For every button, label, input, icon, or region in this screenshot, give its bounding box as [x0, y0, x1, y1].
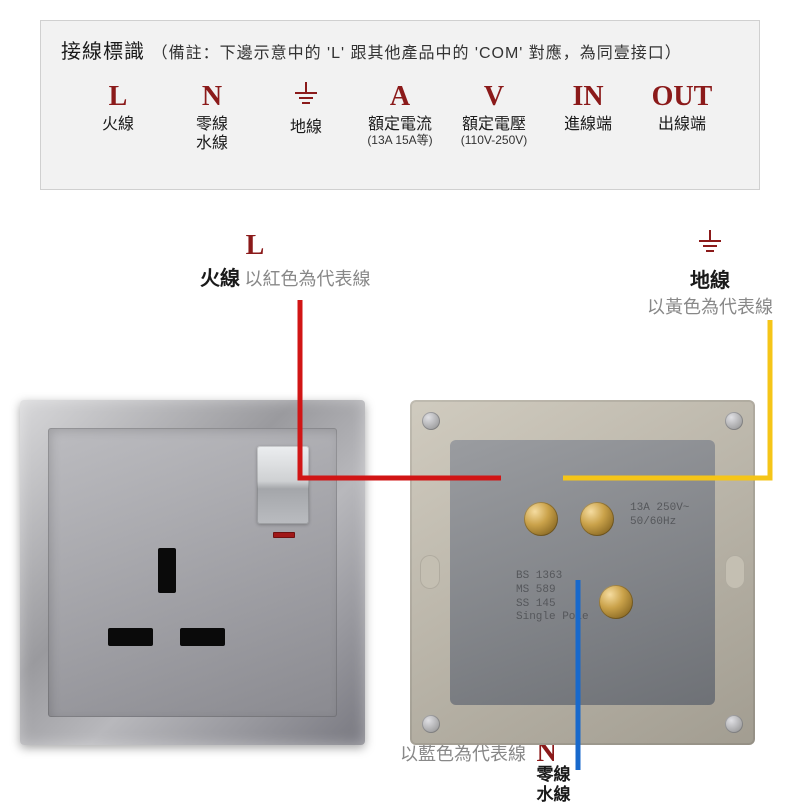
standards-text: BS 1363 MS 589 SS 145 Single Pole [516, 570, 589, 625]
legend-item-earth: 地線 [259, 82, 353, 153]
live-slot [108, 628, 153, 646]
legend-label: 額定電壓 [447, 115, 541, 134]
mount-hole [420, 555, 440, 589]
legend-item-v: V 額定電壓 (110V-250V) [447, 82, 541, 153]
legend-symbol: L [71, 82, 165, 113]
legend-label: 出線端 [635, 115, 729, 134]
neutral-name: 零線 水線 [536, 765, 570, 804]
rating-text: 13A 250V~ 50/60Hz [630, 502, 689, 530]
neutral-wire-label: 以藍色為代表線 N 零線 水線 [400, 740, 660, 804]
rocker-switch [257, 446, 309, 524]
indicator-led [273, 532, 295, 538]
terminal-earth [580, 502, 614, 536]
legend-label: 零線 水線 [165, 115, 259, 153]
corner-screw [422, 412, 440, 430]
legend-item-l: L 火線 [71, 82, 165, 153]
live-name: 火線 [200, 268, 240, 290]
neutral-slot [180, 628, 225, 646]
corner-screw [422, 715, 440, 733]
legend-symbol: V [447, 82, 541, 113]
earth-slot [158, 548, 176, 593]
legend-sublabel: (110V-250V) [447, 134, 541, 147]
mount-hole [725, 555, 745, 589]
legend-label: 地線 [259, 118, 353, 137]
socket-front-plate [48, 428, 337, 717]
socket-back-view: 13A 250V~ 50/60Hz BS 1363 MS 589 SS 145 … [410, 400, 755, 745]
legend-item-n: N 零線 水線 [165, 82, 259, 153]
legend-row: L 火線 N 零線 水線 地線 A 額定電流 (13A 15A等) V 額定電壓… [61, 82, 739, 153]
live-desc: 以紅色為代表線 [244, 269, 370, 289]
live-symbol: L [246, 230, 265, 261]
back-inner-plate: 13A 250V~ 50/60Hz BS 1363 MS 589 SS 145 … [450, 440, 715, 705]
legend-symbol: OUT [635, 82, 729, 113]
legend-label: 進線端 [541, 115, 635, 134]
legend-title-text: 接線標識 [61, 41, 145, 63]
legend-item-in: IN 進線端 [541, 82, 635, 153]
legend-symbol: N [165, 82, 259, 113]
earth-wire-label: 地線 以黃色為代表線 [620, 230, 800, 319]
legend-sublabel: (13A 15A等) [353, 134, 447, 147]
terminal-live [524, 502, 558, 536]
legend-title: 接線標識 （備註：下邊示意中的 'L' 跟其他產品中的 'COM' 對應，為同壹… [61, 35, 739, 64]
legend-label: 額定電流 [353, 115, 447, 134]
earth-icon [699, 232, 721, 263]
legend-item-out: OUT 出線端 [635, 82, 729, 153]
corner-screw [725, 715, 743, 733]
earth-icon [259, 82, 353, 116]
terminal-neutral [599, 585, 633, 619]
socket-front-view [20, 400, 365, 745]
earth-desc: 以黃色為代表線 [620, 293, 800, 319]
legend-panel: 接線標識 （備註：下邊示意中的 'L' 跟其他產品中的 'COM' 對應，為同壹… [40, 20, 760, 190]
live-wire-label: L 火線 以紅色為代表線 [200, 230, 460, 291]
legend-note: （備註：下邊示意中的 'L' 跟其他產品中的 'COM' 對應，為同壹接口） [152, 45, 682, 62]
neutral-desc: 以藍色為代表線 [400, 744, 526, 764]
legend-symbol: A [353, 82, 447, 113]
legend-label: 火線 [71, 115, 165, 134]
legend-symbol: IN [541, 82, 635, 113]
legend-item-a: A 額定電流 (13A 15A等) [353, 82, 447, 153]
earth-name: 地線 [620, 264, 800, 293]
corner-screw [725, 412, 743, 430]
